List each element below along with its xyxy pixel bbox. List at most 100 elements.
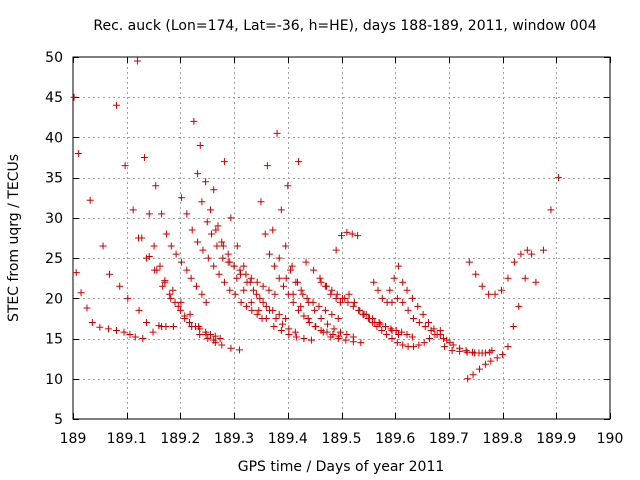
data-point — [443, 336, 451, 344]
data-point — [403, 331, 411, 339]
data-point — [237, 298, 245, 306]
data-point — [220, 158, 228, 166]
data-point — [285, 325, 293, 333]
data-point — [262, 302, 270, 310]
data-point — [273, 129, 281, 137]
data-point — [275, 254, 283, 262]
data-point — [183, 266, 191, 274]
data-point — [226, 286, 234, 294]
data-point — [166, 290, 174, 298]
x-tick-label: 189.4 — [268, 431, 308, 447]
data-point — [219, 242, 227, 250]
data-point — [219, 254, 227, 262]
data-point — [426, 335, 434, 343]
data-point — [186, 310, 194, 318]
data-point — [253, 278, 261, 286]
data-point — [280, 282, 288, 290]
data-point — [456, 347, 464, 355]
data-point — [214, 222, 222, 230]
data-point — [248, 306, 256, 314]
x-tick-label: 189.8 — [483, 431, 523, 447]
y-tick-label: 45 — [45, 90, 63, 106]
data-point — [271, 290, 279, 298]
data-point — [216, 335, 224, 343]
y-tick-label: 25 — [45, 251, 63, 267]
data-point — [289, 290, 297, 298]
chart-title: Rec. auck (Lon=174, Lat=-36, h=HE), days… — [93, 18, 596, 34]
data-point — [202, 328, 210, 336]
data-point — [404, 306, 412, 314]
data-point — [399, 298, 407, 306]
data-point — [343, 228, 351, 236]
data-point — [255, 306, 263, 314]
data-point — [322, 282, 330, 290]
data-point — [493, 354, 501, 362]
data-point — [74, 150, 82, 158]
data-point — [539, 246, 547, 254]
data-point — [293, 278, 301, 286]
data-point — [463, 348, 471, 356]
data-point — [355, 306, 363, 314]
plot-frame — [72, 56, 611, 420]
data-point — [465, 258, 473, 266]
data-point — [348, 230, 356, 238]
data-point — [129, 206, 137, 214]
data-point — [288, 262, 296, 270]
data-point — [261, 230, 269, 238]
data-point — [256, 294, 264, 302]
data-point — [151, 266, 159, 274]
data-point — [409, 314, 417, 322]
data-point — [282, 314, 290, 322]
data-point — [230, 262, 238, 270]
data-point — [167, 294, 175, 302]
data-point — [292, 333, 300, 341]
data-point — [211, 339, 219, 347]
data-point — [171, 298, 179, 306]
data-point — [521, 274, 529, 282]
data-point — [336, 298, 344, 306]
data-point — [327, 333, 335, 341]
data-point — [393, 294, 401, 302]
data-point — [388, 335, 396, 343]
data-point — [478, 282, 486, 290]
data-point — [275, 310, 283, 318]
data-point — [284, 182, 292, 190]
data-point — [83, 304, 91, 312]
data-point — [305, 298, 313, 306]
data-point — [364, 314, 372, 322]
data-point — [441, 343, 449, 351]
data-point — [510, 258, 518, 266]
y-tick-label: 50 — [45, 50, 63, 66]
data-point — [327, 290, 335, 298]
data-point — [339, 294, 347, 302]
data-point — [215, 270, 223, 278]
grid-lines — [73, 57, 610, 419]
data-point — [72, 269, 80, 277]
data-point — [177, 258, 185, 266]
data-point — [338, 232, 345, 240]
data-point — [188, 226, 196, 234]
data-point — [532, 278, 540, 286]
data-point — [198, 198, 206, 206]
data-point — [303, 294, 311, 302]
data-point — [302, 258, 310, 266]
data-point — [99, 242, 107, 250]
data-point — [196, 141, 204, 149]
data-point — [135, 306, 143, 314]
data-point — [169, 322, 177, 330]
data-point — [104, 325, 112, 333]
data-point — [135, 234, 143, 242]
data-point — [88, 318, 96, 326]
data-point — [449, 341, 457, 349]
data-point — [227, 344, 235, 352]
data-point — [464, 375, 472, 383]
data-point — [324, 320, 332, 328]
data-point — [204, 335, 212, 343]
data-point — [342, 336, 350, 344]
data-point — [159, 282, 167, 290]
data-point — [266, 306, 274, 314]
data-point — [436, 331, 444, 339]
data-point — [218, 341, 226, 349]
x-tick-label: 189.3 — [214, 431, 254, 447]
data-point — [469, 371, 477, 379]
